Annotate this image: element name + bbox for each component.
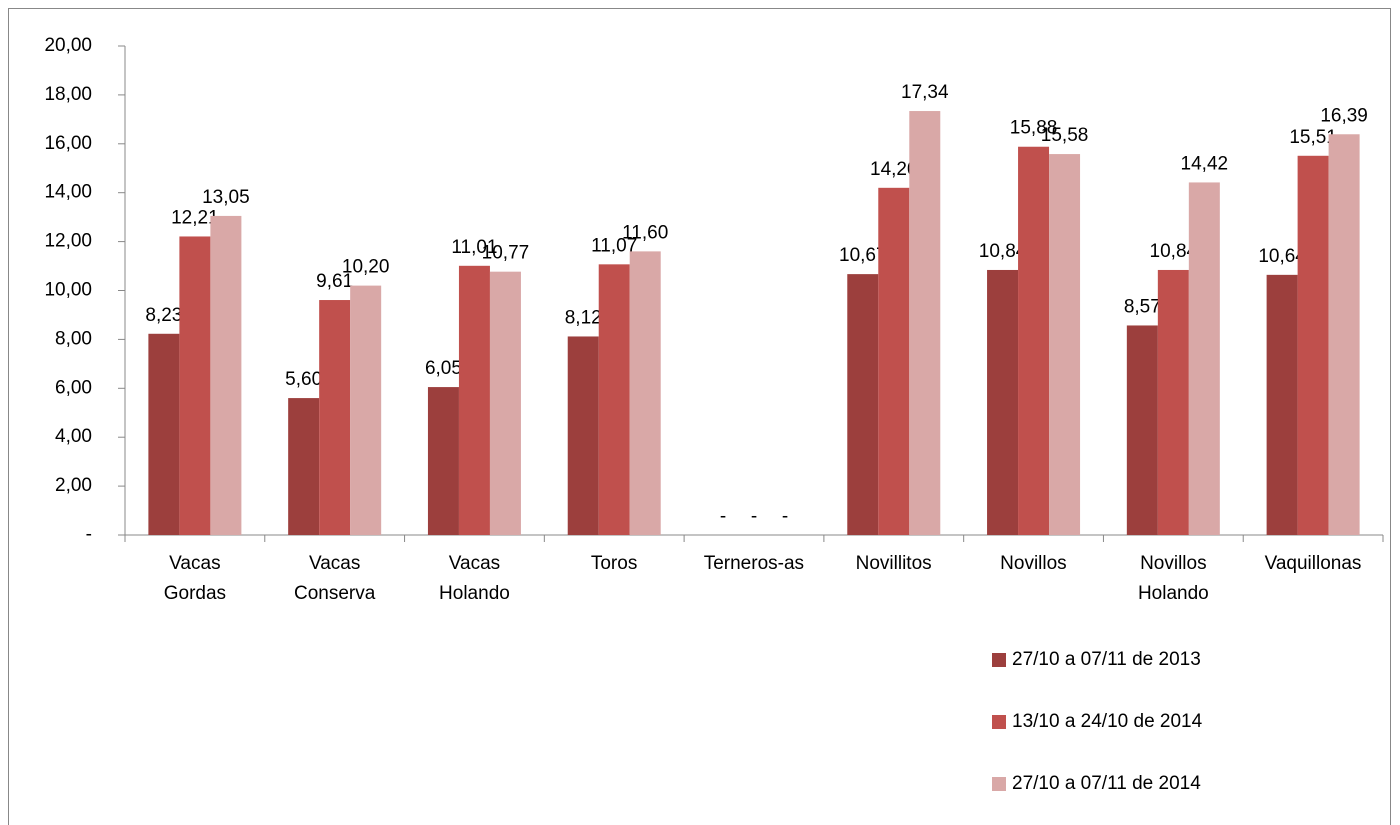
- x-tick-label: Novillos Holando: [1137, 553, 1209, 604]
- y-tick-label: 20,00: [44, 35, 92, 56]
- bar: [1018, 146, 1050, 535]
- data-label: 8,57: [1124, 296, 1161, 317]
- bar: [179, 236, 211, 535]
- bar: [148, 333, 180, 535]
- y-tick-label: 6,00: [55, 377, 92, 398]
- y-tick-label: 18,00: [44, 84, 92, 105]
- data-label: 10,84: [979, 241, 1027, 262]
- bar: [319, 300, 351, 535]
- y-tick-label: 14,00: [44, 182, 92, 203]
- bar: [1049, 154, 1081, 535]
- data-label: 17,34: [901, 82, 949, 103]
- y-tick-label: 12,00: [44, 231, 92, 252]
- data-label: 11,60: [622, 222, 668, 243]
- data-label: 15,88: [1010, 118, 1058, 139]
- bar: [847, 274, 879, 535]
- data-label: 10,20: [342, 257, 390, 278]
- x-tick-label: Vacas Holando: [439, 553, 510, 604]
- x-tick-label: Novillos: [1000, 553, 1067, 574]
- legend-label: 27/10 a 07/11 de 2014: [1012, 773, 1201, 794]
- data-label: 9,61: [316, 271, 353, 292]
- data-label: 13,05: [202, 187, 250, 208]
- chart-border: [8, 8, 1391, 825]
- data-label: -: [751, 506, 757, 527]
- data-label: 10,67: [839, 245, 887, 266]
- bar: [598, 264, 630, 535]
- y-tick-label: 4,00: [55, 426, 92, 447]
- bar: [1188, 182, 1220, 535]
- y-tick-label: -: [86, 524, 92, 545]
- legend-label: 13/10 a 24/10 de 2014: [1012, 711, 1203, 732]
- data-label: 12,21: [171, 207, 219, 228]
- data-label: -: [782, 506, 788, 527]
- data-label: 10,84: [1150, 241, 1198, 262]
- bar: [1266, 274, 1298, 535]
- data-label: 16,39: [1320, 105, 1368, 126]
- y-tick-label: 16,00: [44, 133, 92, 154]
- bar: [629, 251, 661, 535]
- data-label: 8,23: [145, 305, 182, 326]
- bar: [1126, 325, 1158, 535]
- x-tick-label: Vacas Gordas: [163, 553, 227, 604]
- bar: [489, 271, 521, 535]
- legend-swatch: [992, 653, 1006, 667]
- data-label: 11,01: [451, 237, 497, 258]
- bar: [427, 387, 459, 535]
- x-tick-label: Vaquillonas: [1264, 553, 1362, 574]
- data-label: 14,20: [870, 159, 918, 180]
- bar: [987, 269, 1019, 535]
- bar: [567, 336, 599, 535]
- bar: [878, 187, 910, 535]
- data-label: 11,07: [591, 235, 637, 256]
- bar: [210, 215, 242, 536]
- bar: [458, 265, 490, 535]
- data-label: 5,60: [285, 369, 322, 390]
- legend-label: 27/10 a 07/11 de 2013: [1012, 649, 1201, 670]
- data-label: 15,51: [1289, 127, 1337, 148]
- legend-swatch: [992, 715, 1006, 729]
- y-tick-label: 8,00: [55, 328, 92, 349]
- x-tick-label: Novillitos: [855, 553, 932, 574]
- y-tick-label: 2,00: [55, 475, 92, 496]
- data-label: 15,58: [1041, 125, 1089, 146]
- data-label: 10,77: [482, 243, 530, 264]
- bar: [1328, 134, 1360, 535]
- x-tick-label: Toros: [590, 553, 638, 574]
- data-label: 8,12: [565, 307, 602, 328]
- bar: [288, 398, 320, 535]
- bar: [1157, 269, 1189, 535]
- bar: [1297, 155, 1329, 535]
- data-label: -: [720, 506, 726, 527]
- data-label: 10,64: [1258, 246, 1306, 267]
- legend-swatch: [992, 777, 1006, 791]
- bar: [350, 285, 382, 535]
- y-tick-label: 10,00: [44, 280, 92, 301]
- data-label: 6,05: [425, 358, 462, 379]
- data-label: 14,42: [1181, 153, 1229, 174]
- x-tick-label: Vacas Conserva: [293, 553, 376, 604]
- bar: [909, 111, 941, 536]
- x-tick-label: Terneros-as: [703, 553, 805, 574]
